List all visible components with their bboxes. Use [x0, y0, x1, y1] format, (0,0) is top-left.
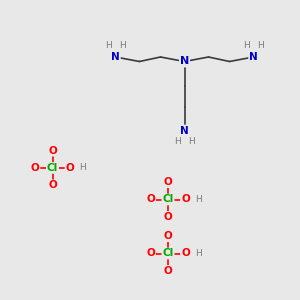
Text: H: H: [119, 41, 125, 50]
Text: N: N: [111, 52, 120, 62]
Text: Cl: Cl: [162, 248, 174, 259]
Text: O: O: [164, 266, 172, 276]
Text: H: H: [195, 195, 201, 204]
Text: N: N: [249, 52, 258, 62]
Text: O: O: [48, 180, 57, 190]
Text: H: H: [195, 249, 201, 258]
Text: O: O: [146, 194, 155, 205]
Text: O: O: [181, 248, 190, 259]
Text: H: H: [175, 137, 181, 146]
Text: H: H: [106, 41, 112, 50]
Text: O: O: [181, 194, 190, 205]
Text: H: H: [257, 41, 263, 50]
Text: O: O: [164, 231, 172, 241]
Text: N: N: [180, 125, 189, 136]
Text: Cl: Cl: [47, 163, 58, 173]
Text: H: H: [79, 164, 86, 172]
Text: N: N: [180, 56, 189, 67]
Text: O: O: [164, 177, 172, 187]
Text: Cl: Cl: [162, 194, 174, 205]
Text: H: H: [188, 137, 194, 146]
Text: O: O: [31, 163, 40, 173]
Text: O: O: [164, 212, 172, 222]
Text: H: H: [244, 41, 250, 50]
Text: O: O: [65, 163, 74, 173]
Text: O: O: [48, 146, 57, 156]
Text: O: O: [146, 248, 155, 259]
